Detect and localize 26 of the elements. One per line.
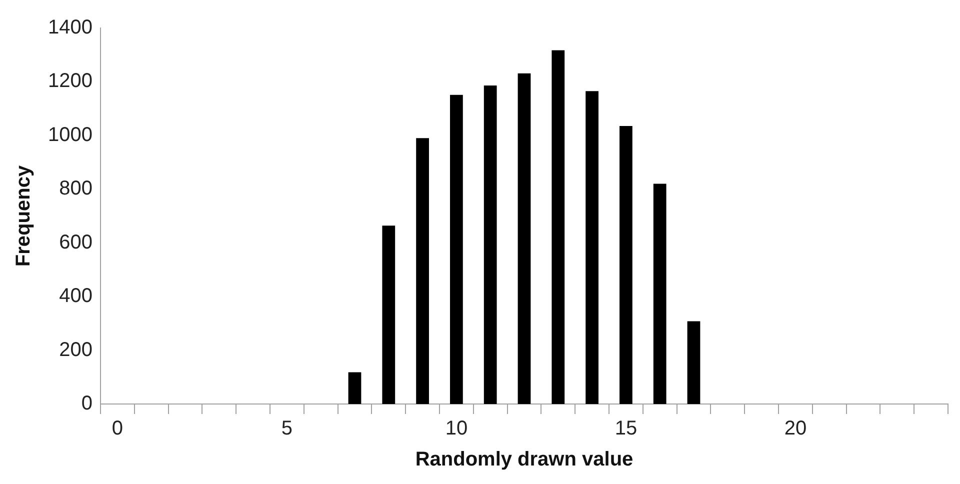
x-tick-label: 15 <box>614 418 638 440</box>
x-tick-label: 0 <box>112 418 124 440</box>
bar <box>450 94 463 404</box>
bar <box>484 85 497 404</box>
x-tick-label: 5 <box>281 418 293 440</box>
bar <box>620 126 632 404</box>
y-tick-label: 800 <box>59 178 92 200</box>
y-tick-label: 400 <box>59 285 92 308</box>
y-axis-title: Frequency <box>12 164 35 267</box>
bar <box>518 73 531 404</box>
y-tick-label: 1000 <box>48 124 92 146</box>
x-axis-title: Randomly drawn value <box>415 448 634 471</box>
bar <box>348 372 362 404</box>
y-tick-label: 600 <box>59 231 92 254</box>
y-tick-label: 1200 <box>48 70 92 92</box>
bar <box>416 138 429 404</box>
bar <box>382 226 396 404</box>
y-tick-label: 1400 <box>48 16 92 39</box>
bar <box>653 184 666 404</box>
bar <box>586 91 598 404</box>
bar <box>687 321 700 404</box>
y-tick-label: 200 <box>59 338 92 361</box>
y-tick-label: 0 <box>81 392 92 415</box>
x-tick-label: 20 <box>784 418 807 440</box>
bar <box>552 50 565 404</box>
x-tick-label: 10 <box>445 418 468 440</box>
